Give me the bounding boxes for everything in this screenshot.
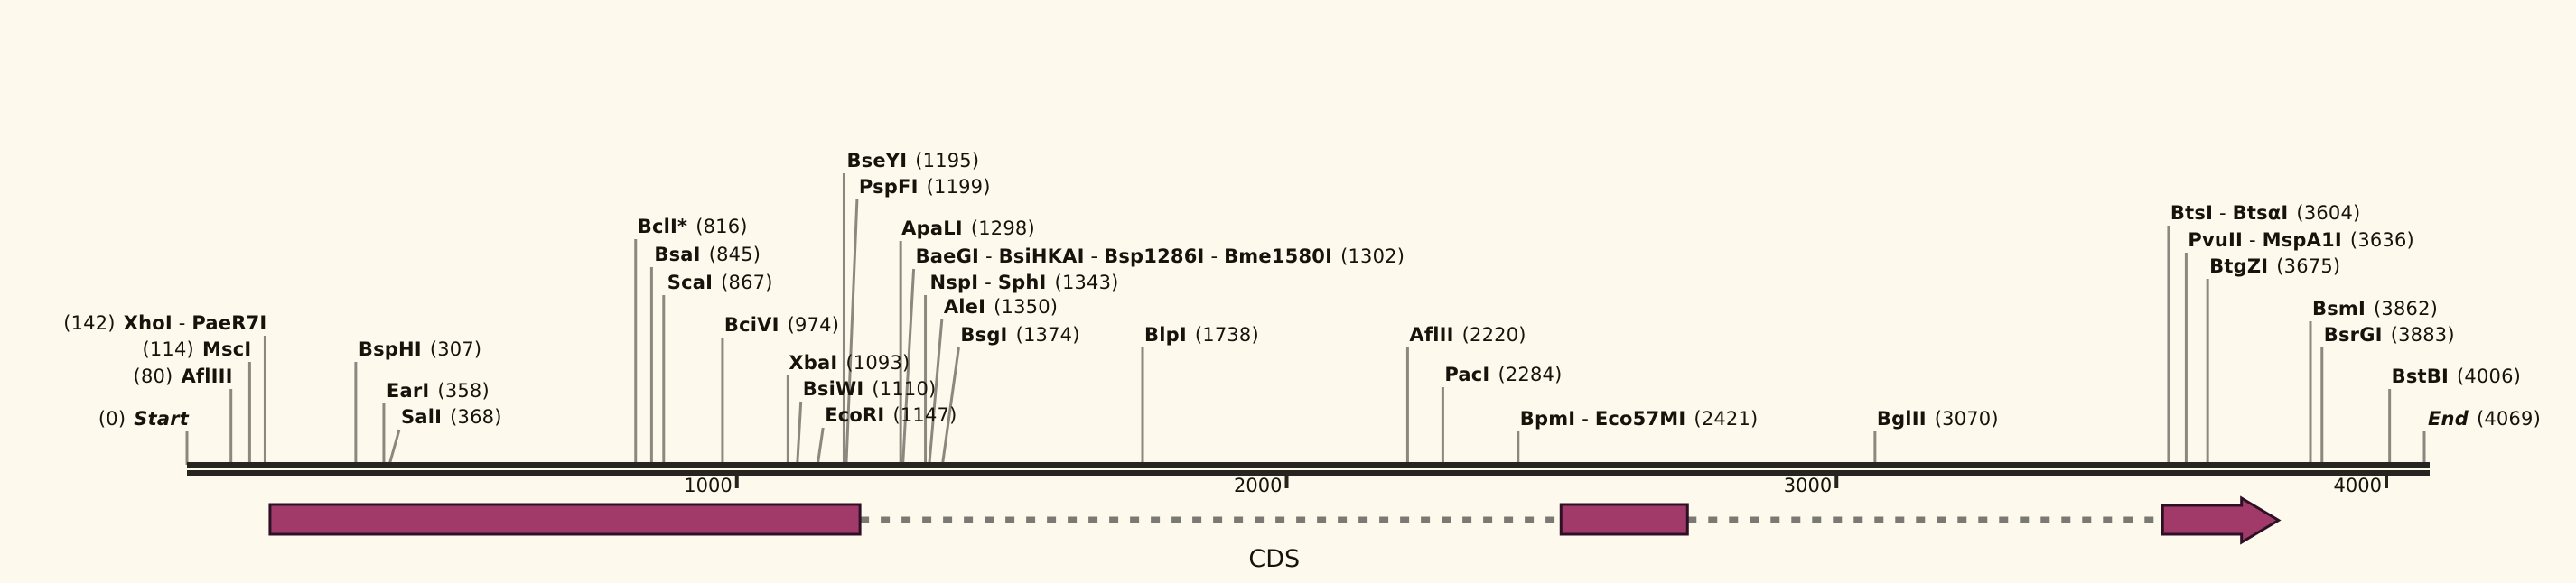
- site-label-bseyi: BseYI (1195): [846, 150, 980, 171]
- site-label-xbai: XbaI (1093): [789, 352, 910, 374]
- leader-line: [940, 347, 960, 466]
- leader-line: [796, 401, 803, 466]
- site-label-bsai: BsaI (845): [654, 244, 761, 265]
- leader-line: [928, 319, 944, 466]
- leader-line: [387, 429, 401, 466]
- site-label-pspfi: PspFI (1199): [858, 176, 991, 198]
- site-label-nspi: NspI - SphI (1343): [929, 272, 1119, 293]
- axis-tick-label: 4000: [2333, 475, 2382, 496]
- site-label-start: (0) Start: [98, 408, 189, 430]
- site-label-end: End (4069): [2428, 408, 2541, 430]
- site-label-bsmi: BsmI (3862): [2311, 298, 2439, 319]
- leader-line: [901, 268, 916, 466]
- cds-exon-box: [1559, 503, 1689, 536]
- site-label-bsrgi: BsrGI (3883): [2323, 324, 2455, 346]
- site-label-ecori: EcoRI (1147): [825, 404, 957, 426]
- site-label-bsgi: BsgI (1374): [960, 324, 1080, 346]
- cds-arrow: [2161, 495, 2282, 545]
- site-label-aflii: AflII (2220): [1409, 324, 1526, 346]
- axis-tick-label: 2000: [1234, 475, 1283, 496]
- site-label-bsphi: BspHI (307): [358, 338, 482, 360]
- axis-tick-label: 3000: [1783, 475, 1833, 496]
- site-label-baegi: BaeGI - BsiHKAI - Bsp1286I - Bme1580I (13…: [915, 245, 1405, 267]
- axis-tick-label: 1000: [684, 475, 733, 496]
- site-label-bsiwi: BsiWI (1110): [802, 378, 937, 400]
- site-label-bglii: BglII (3070): [1876, 408, 1999, 430]
- site-label-blpi: BlpI (1738): [1144, 324, 1259, 346]
- cds-label: CDS: [1248, 545, 1301, 573]
- site-label-eari: EarI (358): [386, 380, 490, 402]
- site-label-paci: PacI (2284): [1444, 364, 1563, 385]
- site-label-sali: SalI (368): [401, 406, 502, 428]
- site-label-afliii: (80) AflIII: [133, 366, 233, 387]
- site-label-btsi: BtsI - BtsαI (3604): [2170, 202, 2361, 224]
- site-label-bcli: BclI* (816): [637, 216, 748, 237]
- site-label-bpmi: BpmI - Eco57MI (2421): [1519, 408, 1759, 430]
- backbone-line: [187, 462, 2430, 468]
- leader-line: [845, 199, 859, 466]
- backbone-line: [187, 470, 2430, 476]
- site-label-xhoi: (142) XhoI - PaeR7I: [63, 312, 267, 334]
- site-label-pvuii: PvuII - MspA1I (3636): [2188, 229, 2414, 251]
- cds-exon-box: [268, 503, 862, 536]
- site-label-alei: AleI (1350): [943, 296, 1059, 318]
- site-label-scai: ScaI (867): [667, 272, 773, 293]
- site-label-apali: ApaLI (1298): [901, 217, 1035, 239]
- site-label-bcivi: BciVI (974): [723, 314, 840, 336]
- site-label-btgzi: BtgZI (3675): [2209, 255, 2341, 277]
- site-label-bstbi: BstBI (4006): [2391, 366, 2522, 387]
- leader-line: [816, 427, 825, 466]
- site-label-msci: (114) MscI: [142, 338, 252, 360]
